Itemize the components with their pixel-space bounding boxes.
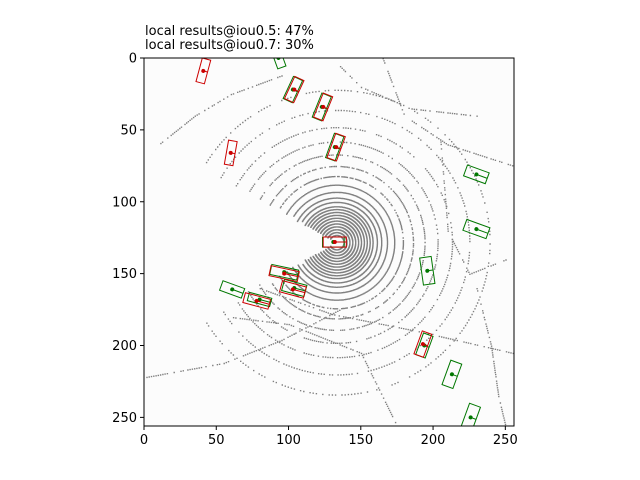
predicted-box-heading — [203, 70, 208, 73]
x-tick-label: 50 — [208, 433, 225, 448]
ground-truth-box-heading — [294, 287, 306, 292]
ground-truth-box-center — [276, 58, 281, 60]
x-tick-label: 100 — [276, 433, 301, 448]
y-tick-label: 50 — [120, 123, 137, 138]
ground-truth-box-heading — [476, 228, 489, 234]
ground-truth-box-heading — [451, 373, 458, 377]
ground-truth-box — [462, 164, 490, 185]
chart-title-line-1: local results@iou0.5: 47% — [145, 24, 314, 39]
plot-frame — [143, 57, 515, 427]
predicted-box-heading — [294, 89, 300, 93]
predicted-box-outline — [278, 280, 307, 299]
ground-truth-box-heading — [470, 416, 477, 420]
predicted-box — [268, 265, 300, 283]
y-tick-label: 200 — [112, 339, 137, 354]
ground-truth-box-heading — [476, 173, 488, 179]
predicted-box-heading — [292, 288, 305, 294]
ground-truth-box-outline — [419, 255, 436, 286]
ground-truth-box-heading — [424, 345, 430, 348]
ground-truth-box — [462, 218, 491, 240]
ground-truth-box — [218, 280, 246, 299]
predicted-box — [242, 292, 272, 310]
ground-truth-box-heading — [259, 299, 271, 303]
y-tick-label: 100 — [112, 195, 137, 210]
ground-truth-box — [441, 359, 463, 390]
predicted-box — [322, 236, 347, 248]
ground-truth-box — [270, 58, 287, 70]
predicted-box — [278, 280, 307, 299]
predicted-box — [326, 132, 346, 162]
ground-truth-box — [419, 255, 436, 286]
predicted-box — [283, 75, 305, 104]
predicted-box — [223, 139, 238, 167]
predicted-box-outline — [195, 58, 212, 85]
ground-truth-box-heading — [427, 269, 434, 272]
lidar-structure — [382, 58, 514, 168]
lidar-point-cloud — [146, 58, 514, 426]
x-axis: 0 50 100 150 200 250 — [140, 426, 518, 448]
predicted-box — [413, 330, 433, 358]
predicted-box-heading — [230, 152, 236, 155]
y-axis: 0 50 100 150 200 250 — [112, 52, 144, 426]
x-tick-label: 200 — [421, 433, 446, 448]
x-tick-label: 150 — [348, 433, 373, 448]
y-tick-label: 150 — [112, 267, 137, 282]
ground-truth-box — [460, 402, 482, 426]
predicted-boxes — [195, 58, 433, 358]
predicted-box-heading — [336, 146, 342, 150]
lidar-structure — [259, 288, 514, 355]
ground-truth-box-outline — [270, 58, 287, 70]
predicted-box — [195, 58, 212, 85]
y-tick-label: 250 — [112, 411, 137, 426]
ground-truth-box-heading — [232, 288, 244, 294]
x-tick-label: 250 — [493, 433, 518, 448]
x-tick-label: 0 — [140, 433, 148, 448]
y-tick-label: 0 — [129, 52, 137, 67]
ground-truth-box-heading — [284, 271, 298, 276]
chart-title-line-2: local results@iou0.7: 30% — [145, 38, 314, 53]
predicted-box — [312, 92, 334, 122]
predicted-box-outline — [223, 139, 238, 167]
predicted-box-heading — [284, 273, 299, 278]
predicted-box-heading — [256, 300, 270, 305]
ground-truth-box-outline — [269, 263, 300, 281]
predicted-box-heading — [422, 343, 428, 347]
predicted-box-heading — [323, 106, 329, 110]
